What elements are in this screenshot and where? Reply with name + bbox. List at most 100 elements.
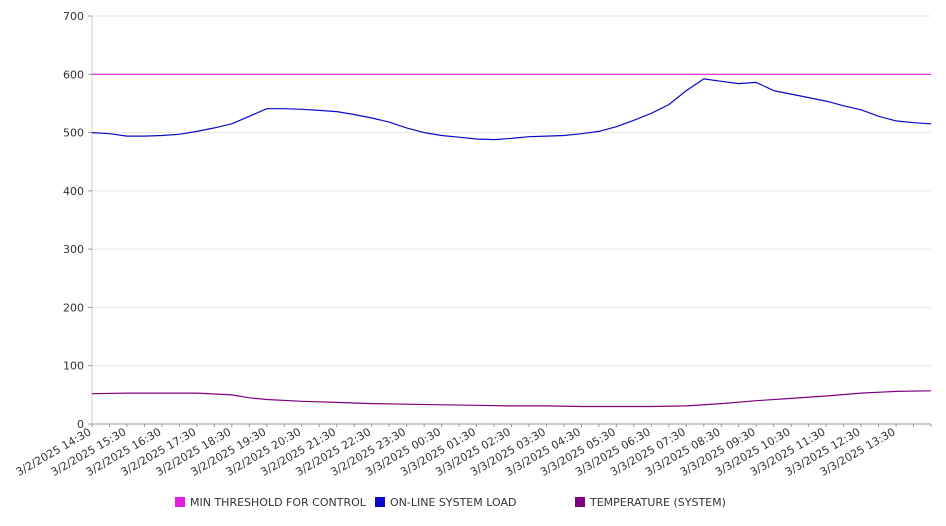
data-point [144,136,145,137]
data-point [301,109,302,110]
data-point [231,123,232,124]
data-point [756,400,757,401]
data-point [91,132,92,133]
data-point [354,114,355,115]
data-point [459,137,460,138]
data-point [389,122,390,123]
data-point [424,132,425,133]
data-point [826,101,827,102]
data-point [546,136,547,137]
data-point [266,399,267,400]
data-point [179,134,180,135]
series-lines [91,73,932,408]
x-tick-labels: 3/2/2025 14:303/2/2025 15:303/2/2025 16:… [14,424,932,479]
data-point [895,120,896,121]
data-point [161,135,162,136]
legend-item: MIN THRESHOLD FOR CONTROL [175,496,367,509]
data-point [686,90,687,91]
data-point [581,133,582,134]
data-point [441,135,442,136]
data-point [930,390,931,391]
data-point [284,108,285,109]
data-point [441,404,442,405]
data-point [651,406,652,407]
y-tick-label: 0 [77,418,84,431]
legend-item: TEMPERATURE (SYSTEM) [575,496,726,509]
legend: MIN THRESHOLD FOR CONTROL ON-LINE SYSTEM … [175,496,726,509]
data-point [581,406,582,407]
data-point [91,74,92,75]
data-point [791,94,792,95]
y-tick-labels: 0 100 200 300 400 500 600 700 [63,10,92,431]
data-point [371,117,372,118]
legend-label: MIN THRESHOLD FOR CONTROL [190,496,367,509]
y-tick-label: 300 [63,243,84,256]
data-point [546,405,547,406]
data-point [721,403,722,404]
y-tick-label: 400 [63,185,84,198]
data-point [563,135,564,136]
y-tick-label: 500 [63,127,84,140]
data-point [791,398,792,399]
data-point [721,81,722,82]
data-point [773,90,774,91]
data-point [616,406,617,407]
data-point [126,393,127,394]
data-point [126,136,127,137]
data-point [231,394,232,395]
data-point [528,136,529,137]
data-point [913,122,914,123]
data-point [895,391,896,392]
data-point [406,404,407,405]
data-point [651,113,652,114]
data-point [616,126,617,127]
data-point [406,127,407,128]
legend-label: TEMPERATURE (SYSTEM) [589,496,726,509]
legend-swatch [175,497,185,507]
data-point [336,402,337,403]
data-point [861,393,862,394]
data-point [266,108,267,109]
data-point [511,405,512,406]
data-point [493,139,494,140]
data-point [371,403,372,404]
data-point [196,131,197,132]
data-point [476,138,477,139]
data-point [91,393,92,394]
data-point [703,78,704,79]
data-point [214,127,215,128]
data-point [808,97,809,98]
data-point [930,123,931,124]
data-point [249,397,250,398]
data-point [843,105,844,106]
data-point [196,393,197,394]
data-point [668,104,669,105]
data-point [686,405,687,406]
axes [91,16,931,425]
legend-swatch [375,497,385,507]
legend-label: ON-LINE SYSTEM LOAD [390,496,516,509]
data-point [598,131,599,132]
data-point [878,116,879,117]
data-point [826,395,827,396]
legend-swatch [575,497,585,507]
series-line-2 [91,390,932,408]
data-point [249,116,250,117]
data-point [336,111,337,112]
legend-item: ON-LINE SYSTEM LOAD [375,496,516,509]
data-point [756,82,757,83]
y-tick-label: 100 [63,360,84,373]
y-tick-label: 600 [63,68,84,81]
y-tick-label: 700 [63,10,84,23]
data-point [109,133,110,134]
data-point [633,120,634,121]
data-point [511,138,512,139]
data-point [301,401,302,402]
data-point [161,393,162,394]
series-line-1 [91,78,932,141]
data-point [476,405,477,406]
data-point [319,110,320,111]
data-point [930,74,931,75]
